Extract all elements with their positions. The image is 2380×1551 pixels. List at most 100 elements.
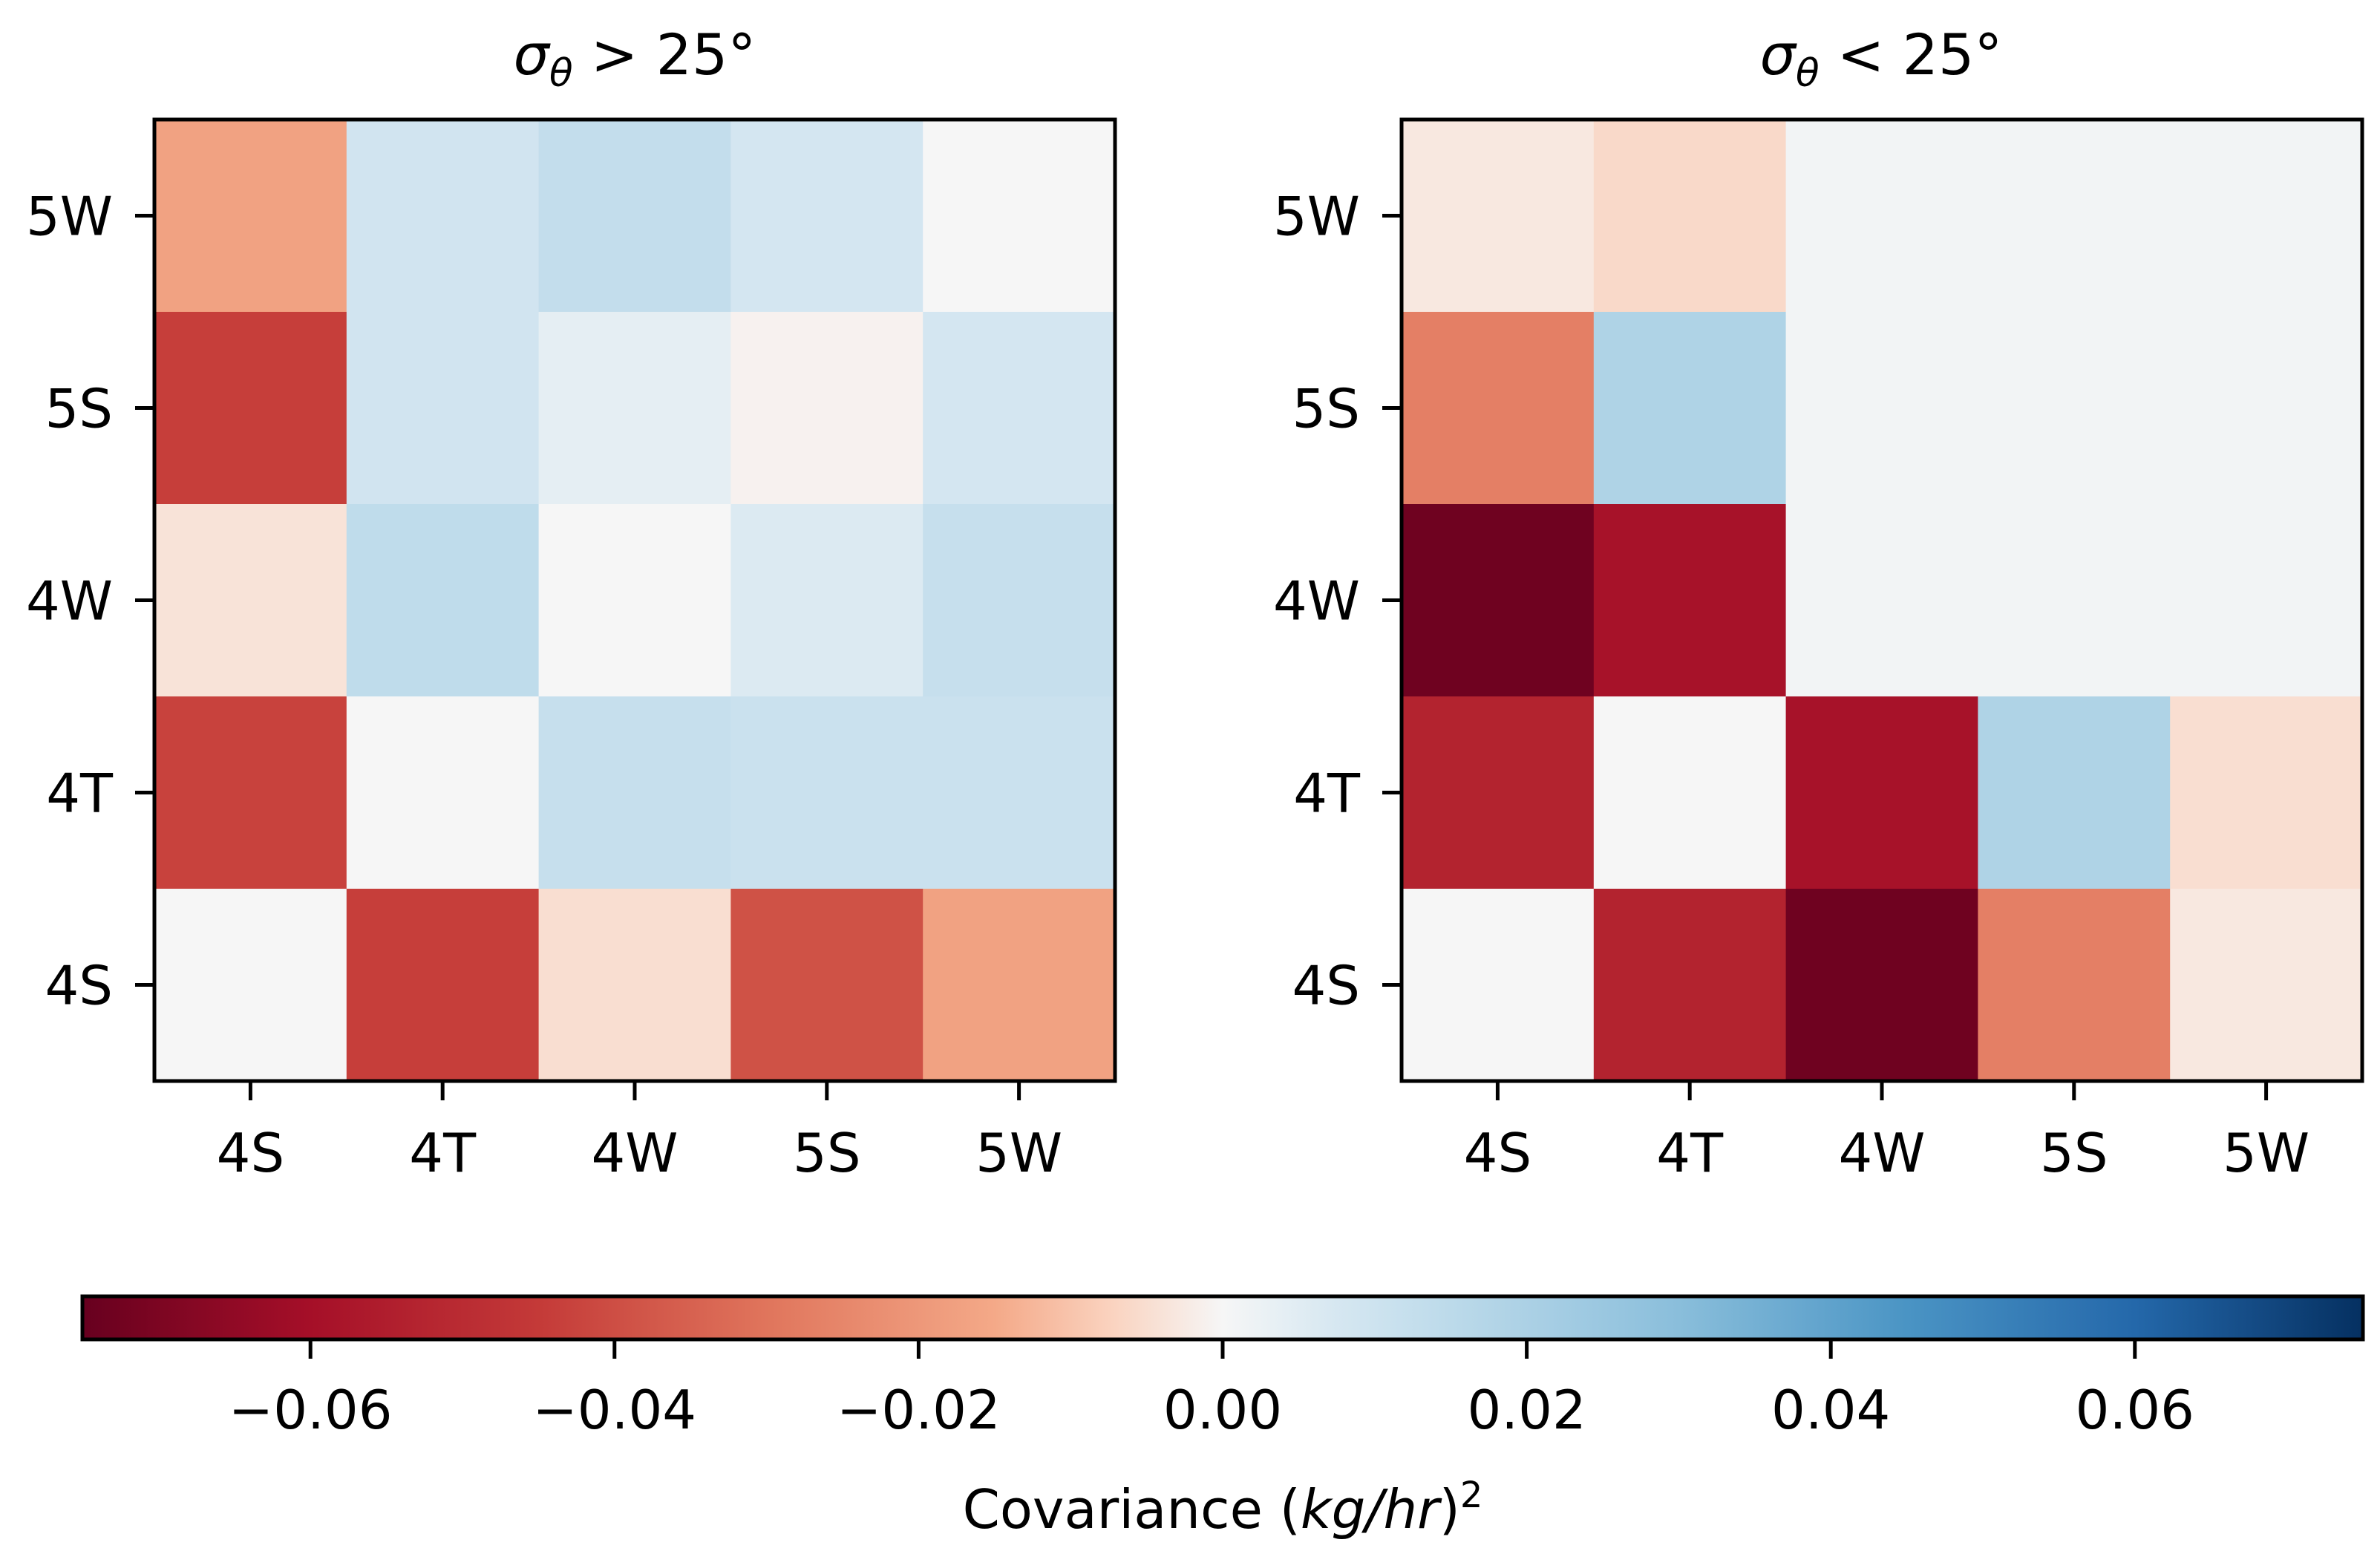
- colorbar-tick-label: −0.06: [229, 1379, 393, 1441]
- colorbar-label-text: Covariance (: [963, 1478, 1301, 1541]
- heatmap-cell: [923, 696, 1116, 889]
- heatmap-cell: [923, 504, 1116, 697]
- heatmap-cell: [346, 889, 540, 1082]
- colorbar-label-units: kg/hr: [1301, 1478, 1442, 1541]
- colorbar-tick-label: −0.04: [532, 1379, 696, 1441]
- x-tick-label: 5S: [793, 1122, 861, 1184]
- y-tick-label: 4T: [46, 763, 114, 825]
- y-tick-label: 5W: [1273, 186, 1360, 248]
- panel-right-title-sub: θ: [1796, 51, 1820, 96]
- y-tick-label: 4T: [1293, 763, 1361, 825]
- colorbar-gradient: [82, 1296, 2363, 1339]
- heatmap-cell: [1593, 889, 1787, 1082]
- heatmap-cell: [1785, 696, 1978, 889]
- heatmap-cell: [730, 120, 923, 313]
- panel-right: σθ < 25° 5W 5S 4W 4T 4S 4S 4T 4W 5S 5W: [1273, 22, 2364, 1184]
- panel-right-title-var: σ: [1760, 22, 1798, 88]
- heatmap-cell: [1593, 696, 1787, 889]
- heatmap-cells-left: [154, 120, 1116, 1082]
- x-tick-label: 4S: [1464, 1122, 1532, 1184]
- heatmap-cell: [730, 312, 923, 505]
- colorbar: −0.06 −0.04 −0.02 0.00 0.02 0.04 0.06 Covarian…: [80, 1294, 2365, 1541]
- heatmap-cell: [1978, 504, 2171, 697]
- x-axis-right: 4S 4T 4W 5S 5W: [1464, 1081, 2309, 1184]
- heatmap-cell: [1593, 504, 1787, 697]
- colorbar-label-exponent: 2: [1460, 1475, 1483, 1516]
- panel-left-title-var: σ: [514, 22, 552, 88]
- y-tick-label: 4S: [1292, 955, 1360, 1017]
- heatmap-cell: [538, 696, 731, 889]
- colorbar-ticks: −0.06 −0.04 −0.02 0.00 0.02 0.04 0.06: [229, 1339, 2194, 1441]
- heatmap-cell: [1785, 504, 1978, 697]
- heatmap-cell: [1593, 312, 1787, 505]
- x-tick-label: 4W: [592, 1122, 679, 1184]
- heatmap-cell: [538, 504, 731, 697]
- heatmap-cell: [154, 312, 347, 505]
- heatmap-cell: [2170, 120, 2363, 313]
- heatmap-cell: [538, 312, 731, 505]
- heatmap-cell: [1978, 889, 2171, 1082]
- colorbar-tick-label: 0.04: [1771, 1379, 1890, 1441]
- heatmap-cell: [1785, 120, 1978, 313]
- heatmap-cell: [346, 312, 540, 505]
- heatmap-cell: [1402, 504, 1595, 697]
- heatmap-cell: [346, 696, 540, 889]
- colorbar-tick-label: 0.02: [1467, 1379, 1586, 1441]
- heatmap-cell: [1402, 889, 1595, 1082]
- heatmap-cell: [1402, 312, 1595, 505]
- heatmap-cell: [1785, 889, 1978, 1082]
- heatmap-cell: [538, 120, 731, 313]
- heatmap-cell: [2170, 696, 2363, 889]
- colorbar-tick-label: 0.00: [1163, 1379, 1282, 1441]
- heatmap-cell: [154, 504, 347, 697]
- heatmap-cell: [923, 312, 1116, 505]
- panel-left-title-sub: θ: [549, 51, 573, 96]
- colorbar-label: Covariance (kg/hr)2: [963, 1475, 1483, 1541]
- y-tick-label: 5S: [45, 378, 113, 440]
- y-tick-label: 4W: [26, 570, 113, 633]
- heatmap-cells-right: [1402, 120, 2363, 1082]
- colorbar-tick-label: 0.06: [2076, 1379, 2194, 1441]
- x-tick-label: 4T: [409, 1122, 477, 1184]
- panel-left-title-rest: > 25°: [573, 22, 756, 88]
- heatmap-cell: [1785, 312, 1978, 505]
- panel-left: σθ > 25° 5W 5S 4W 4T 4S 4S 4T 4W 5S 5W: [26, 22, 1117, 1184]
- y-tick-label: 4W: [1273, 570, 1360, 633]
- heatmap-cell: [730, 889, 923, 1082]
- heatmap-cell: [2170, 504, 2363, 697]
- heatmap-cell: [730, 696, 923, 889]
- x-tick-label: 4T: [1656, 1122, 1724, 1184]
- panel-right-title-rest: < 25°: [1820, 22, 2003, 88]
- heatmap-cell: [1402, 120, 1595, 313]
- heatmap-cell: [730, 504, 923, 697]
- heatmap-cell: [2170, 889, 2363, 1082]
- x-axis-left: 4S 4T 4W 5S 5W: [217, 1081, 1062, 1184]
- heatmap-cell: [538, 889, 731, 1082]
- x-tick-label: 4S: [217, 1122, 285, 1184]
- y-tick-label: 4S: [45, 955, 113, 1017]
- y-tick-label: 5W: [26, 186, 113, 248]
- x-tick-label: 4W: [1839, 1122, 1926, 1184]
- heatmap-cell: [346, 504, 540, 697]
- heatmap-cell: [923, 120, 1116, 313]
- heatmap-cell: [1593, 120, 1787, 313]
- heatmap-cell: [154, 889, 347, 1082]
- heatmap-cell: [1978, 696, 2171, 889]
- y-axis-right: 5W 5S 4W 4T 4S: [1273, 186, 1402, 1017]
- heatmap-cell: [154, 696, 347, 889]
- heatmap-cell: [346, 120, 540, 313]
- x-tick-label: 5W: [2223, 1122, 2309, 1184]
- colorbar-label-close: ): [1439, 1478, 1460, 1541]
- heatmap-cell: [1402, 696, 1595, 889]
- heatmap-cell: [2170, 312, 2363, 505]
- panel-right-title: σθ < 25°: [1760, 22, 2003, 96]
- colorbar-tick-label: −0.02: [837, 1379, 1001, 1441]
- y-tick-label: 5S: [1292, 378, 1360, 440]
- panel-left-title: σθ > 25°: [514, 22, 756, 96]
- heatmap-cell: [1978, 312, 2171, 505]
- x-tick-label: 5W: [975, 1122, 1062, 1184]
- y-axis-left: 5W 5S 4W 4T 4S: [26, 186, 154, 1017]
- heatmap-cell: [154, 120, 347, 313]
- x-tick-label: 5S: [2040, 1122, 2108, 1184]
